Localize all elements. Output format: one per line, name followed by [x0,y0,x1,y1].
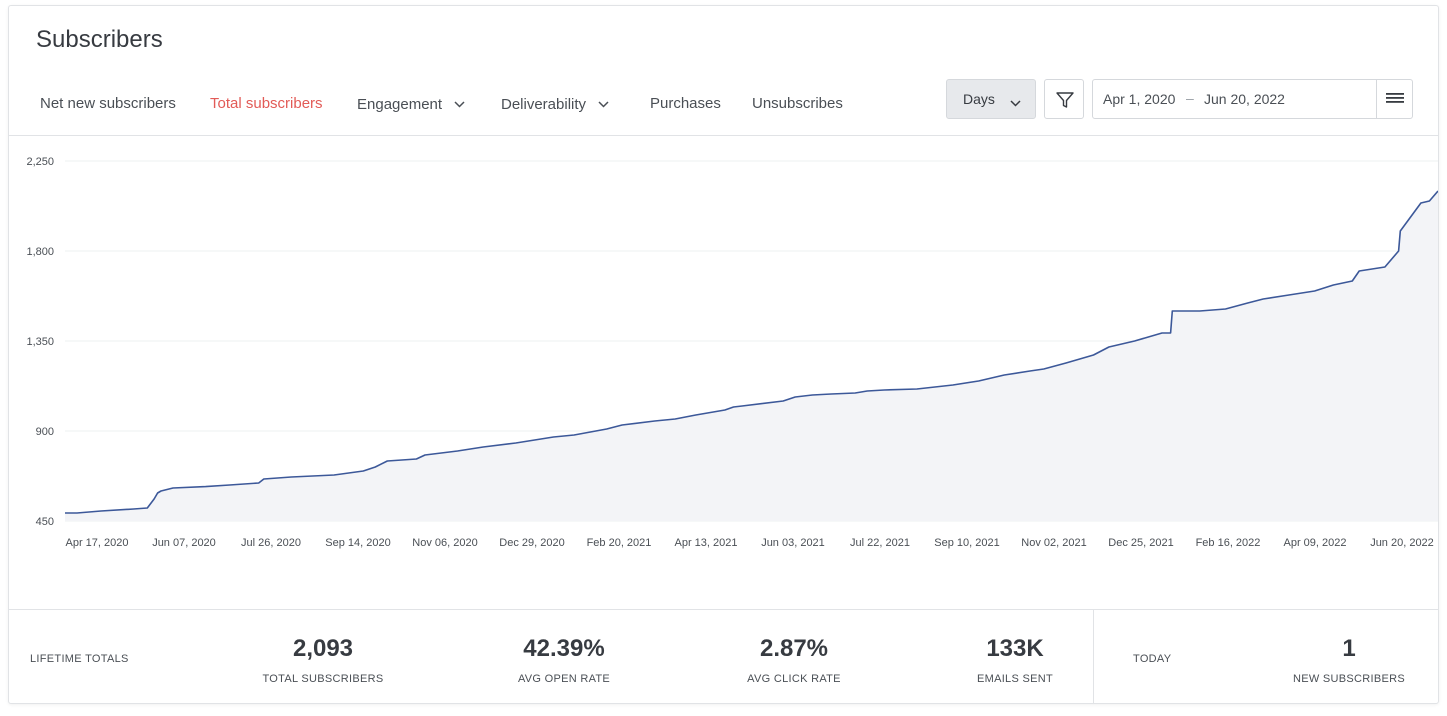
x-tick-label: Jul 26, 2020 [241,537,301,549]
chevron-down-icon [1010,94,1021,110]
stat-total-subscribers: 2,093 TOTAL SUBSCRIBERS [233,635,413,685]
x-tick-label: Apr 13, 2021 [675,537,738,549]
tab-total-subscribers[interactable]: Total subscribers [206,76,327,136]
today-label: TODAY [1133,653,1172,665]
tab-engagement[interactable]: Engagement [357,76,465,136]
chart-menu-button[interactable] [1376,79,1412,119]
x-tick-label: Dec 29, 2020 [499,537,564,549]
subscribers-line[interactable] [65,190,1438,514]
stat-avg-open-rate: 42.39% AVG OPEN RATE [474,635,654,685]
footer-separator [1093,609,1094,704]
tab-label: Engagement [357,96,443,113]
x-tick-label: Apr 09, 2022 [1284,537,1347,549]
date-range-start[interactable]: Apr 1, 2020 [1103,91,1176,107]
stat-value: 133K [986,635,1044,662]
tab-label: Deliverability [501,96,587,113]
stat-value: 42.39% [523,635,605,662]
stat-new-subscribers-today: 1 NEW SUBSCRIBERS [1259,635,1439,685]
header-divider [9,135,1438,136]
subscribers-area [65,191,1438,521]
y-tick-label: 2,250 [26,156,54,168]
tab-purchases[interactable]: Purchases [650,76,721,136]
stat-emails-sent: 133K EMAILS SENT [925,635,1105,685]
x-tick-label: Sep 10, 2021 [934,537,999,549]
stat-label: NEW SUBSCRIBERS [1292,673,1406,685]
x-tick-label: Jun 20, 2022 [1370,537,1434,549]
stat-value: 2,093 [292,635,354,662]
filter-button[interactable] [1044,79,1084,119]
y-tick-label: 1,800 [26,246,54,258]
chevron-down-icon [454,95,465,112]
date-range-picker[interactable]: Apr 1, 2020 – Jun 20, 2022 [1092,79,1413,119]
subscribers-card: Subscribers Net new subscribers Total su… [8,5,1439,704]
page-title: Subscribers [36,26,163,53]
filter-icon [1056,92,1074,108]
stat-avg-click-rate: 2.87% AVG CLICK RATE [704,635,884,685]
x-tick-label: Feb 16, 2022 [1196,537,1261,549]
lifetime-totals-label: LIFETIME TOTALS [30,653,129,665]
interval-select[interactable]: Days [946,79,1036,119]
tab-net-new-subscribers[interactable]: Net new subscribers [40,76,176,136]
lifetime-totals-bar: LIFETIME TOTALS 2,093 TOTAL SUBSCRIBERS … [9,609,1438,704]
y-tick-label: 900 [36,426,54,438]
footer-divider [9,609,1438,610]
hamburger-menu-icon [1386,93,1404,103]
y-tick-label: 1,350 [26,336,54,348]
date-range-separator: – [1186,90,1194,106]
stat-label: TOTAL SUBSCRIBERS [262,673,384,685]
report-tabs: Net new subscribers Total subscribers En… [9,76,909,136]
tab-label: Total subscribers [210,95,323,112]
tab-label: Unsubscribes [752,95,843,112]
tab-unsubscribes[interactable]: Unsubscribes [752,76,843,136]
tab-label: Purchases [650,95,721,112]
date-range-end[interactable]: Jun 20, 2022 [1204,91,1285,107]
x-tick-label: Nov 06, 2020 [412,537,477,549]
tab-deliverability[interactable]: Deliverability [501,76,609,136]
x-tick-label: Jun 07, 2020 [152,537,216,549]
stat-label: AVG OPEN RATE [517,673,611,685]
stat-value: 2.87% [759,635,829,662]
total-subscribers-chart: 2,250 1,800 1,350 900 450 Apr 17, 2020 Jun 07,… [26,156,1438,549]
stat-label: AVG CLICK RATE [747,673,841,685]
tab-label: Net new subscribers [40,95,176,112]
x-tick-label: Nov 02, 2021 [1021,537,1086,549]
interval-value: Days [963,91,995,107]
x-tick-label: Jun 03, 2021 [761,537,825,549]
y-tick-label: 450 [36,516,54,528]
stat-label: EMAILS SENT [976,673,1054,685]
x-tick-label: Dec 25, 2021 [1108,537,1173,549]
x-tick-label: Feb 20, 2021 [587,537,652,549]
chevron-down-icon [598,95,609,112]
stat-value: 1 [1342,635,1356,662]
x-tick-label: Sep 14, 2020 [325,537,390,549]
x-tick-label: Apr 17, 2020 [66,537,129,549]
x-tick-label: Jul 22, 2021 [850,537,910,549]
